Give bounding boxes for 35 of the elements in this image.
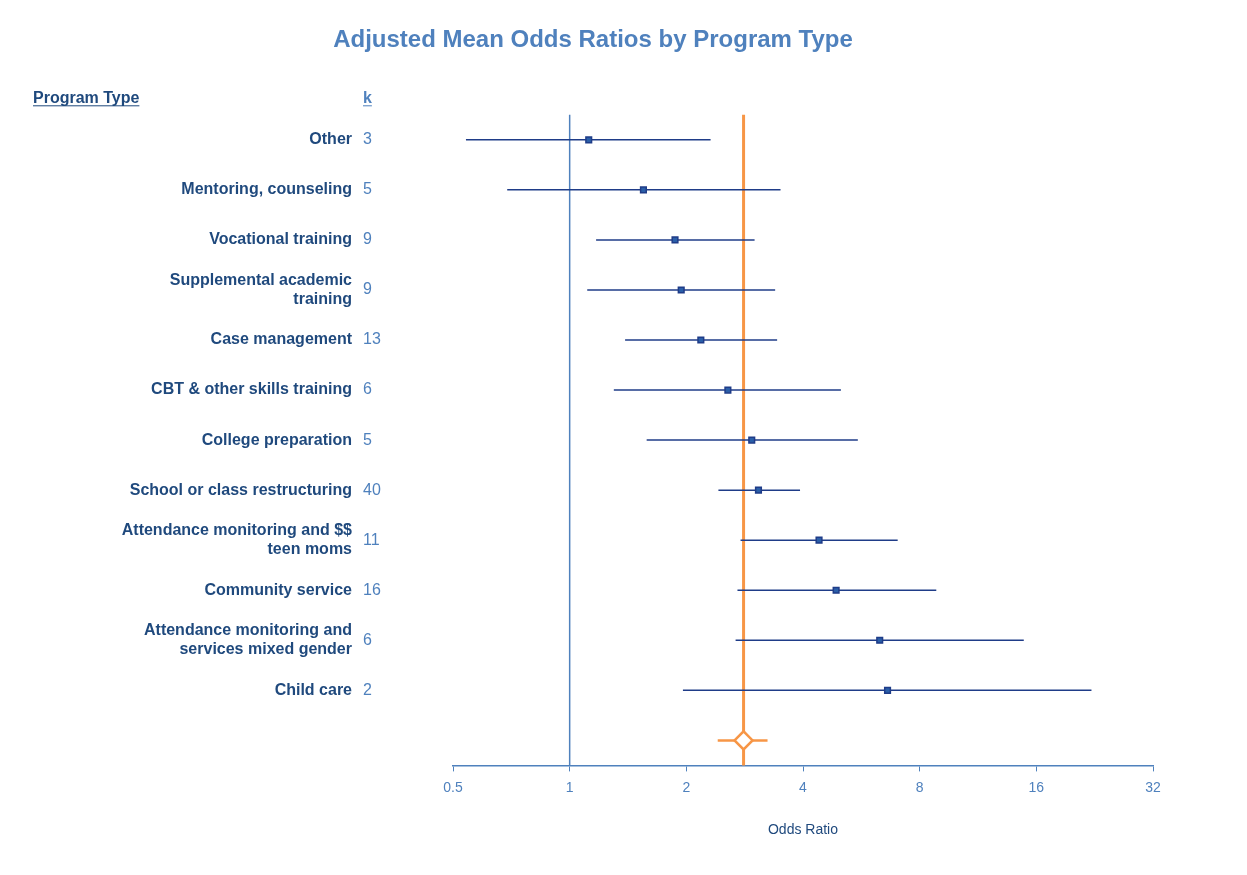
y-tick-label: Attendance monitoring and services mixed gender (144, 621, 352, 658)
x-tick-label: 2 (682, 778, 691, 795)
y-tick-label: Attendance monitoring and $$ teen moms (121, 521, 353, 558)
x-tick-label: 0.5 (443, 778, 463, 795)
y2-tick-label: 5 (363, 430, 372, 448)
x-axis-title: Odds Ratio (767, 821, 839, 838)
y-tick-label: Other (309, 130, 352, 148)
y2-tick-label: 13 (363, 330, 381, 348)
y2-tick-label: 40 (363, 480, 381, 498)
x-tick-label: 1 (565, 778, 574, 795)
y-tick-label: Case management (210, 330, 353, 348)
text: k (363, 88, 372, 106)
y2-tick-label: 9 (363, 230, 372, 248)
y-tick-label: Vocational training (209, 230, 352, 248)
y-tick-label: CBT & other skills training (151, 380, 352, 398)
text: Program Type (33, 88, 140, 106)
y2-tick-label: 9 (363, 280, 372, 298)
y2-tick-label: 3 (363, 130, 372, 148)
x-tick-label: 8 (915, 778, 924, 795)
x-tick-label: 16 (1028, 778, 1045, 795)
y2-tick-label: 5 (363, 180, 372, 198)
y2-tick-label: 11 (363, 530, 380, 548)
y2-tick-label: 6 (363, 630, 372, 648)
chart-title: Adjusted Mean Odds Ratios by Program Type (333, 25, 853, 53)
y-tick-label: Community service (204, 580, 353, 598)
y2-tick-label: 16 (363, 580, 381, 598)
y2-tick-label: 6 (363, 380, 372, 398)
x-tick-label: 4 (799, 778, 808, 795)
y-tick-label: Child care (274, 680, 353, 698)
y2-tick-label: 2 (363, 680, 372, 698)
x-tick-label: 32 (1145, 778, 1161, 795)
y-tick-label: Mentoring, counseling (181, 180, 352, 198)
y-tick-label: College preparation (201, 430, 352, 448)
y-tick-label: Supplemental academic training (169, 270, 353, 307)
y-tick-label: School or class restructuring (129, 480, 352, 498)
